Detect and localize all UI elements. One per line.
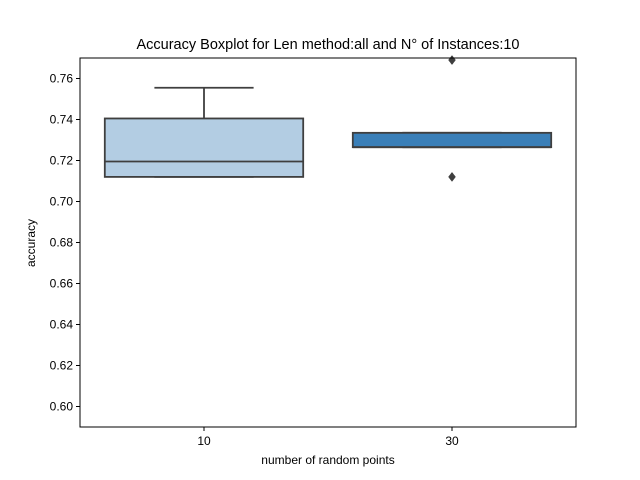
y-axis: 0.60 0.62 0.64 0.66 0.68 0.70 0.72 0.74 0.76 xyxy=(50,72,80,414)
y-tick-label: 0.68 xyxy=(50,236,74,250)
y-tick-label: 0.64 xyxy=(50,318,74,332)
outlier-point xyxy=(448,171,456,182)
y-tick-label: 0.62 xyxy=(50,359,74,373)
y-tick-label: 0.72 xyxy=(50,154,74,168)
outlier-point xyxy=(448,55,456,66)
box-10 xyxy=(103,86,305,178)
box-body xyxy=(351,131,553,149)
y-tick-label: 0.74 xyxy=(50,113,74,127)
x-tick-label: 30 xyxy=(445,434,459,448)
x-axis: 10 30 xyxy=(197,427,459,448)
y-tick-label: 0.70 xyxy=(50,195,74,209)
y-axis-label: accuracy xyxy=(24,219,38,267)
box-30 xyxy=(351,55,553,182)
y-tick-label: 0.60 xyxy=(50,400,74,414)
y-tick-label: 0.76 xyxy=(50,72,74,86)
plot-frame xyxy=(79,57,577,428)
box-body xyxy=(103,117,305,178)
x-tick-label: 10 xyxy=(197,434,211,448)
boxes-layer xyxy=(103,55,553,182)
chart-title: Accuracy Boxplot for Len method:all and … xyxy=(136,37,519,53)
y-tick-label: 0.66 xyxy=(50,277,74,291)
x-axis-label: number of random points xyxy=(261,453,394,467)
